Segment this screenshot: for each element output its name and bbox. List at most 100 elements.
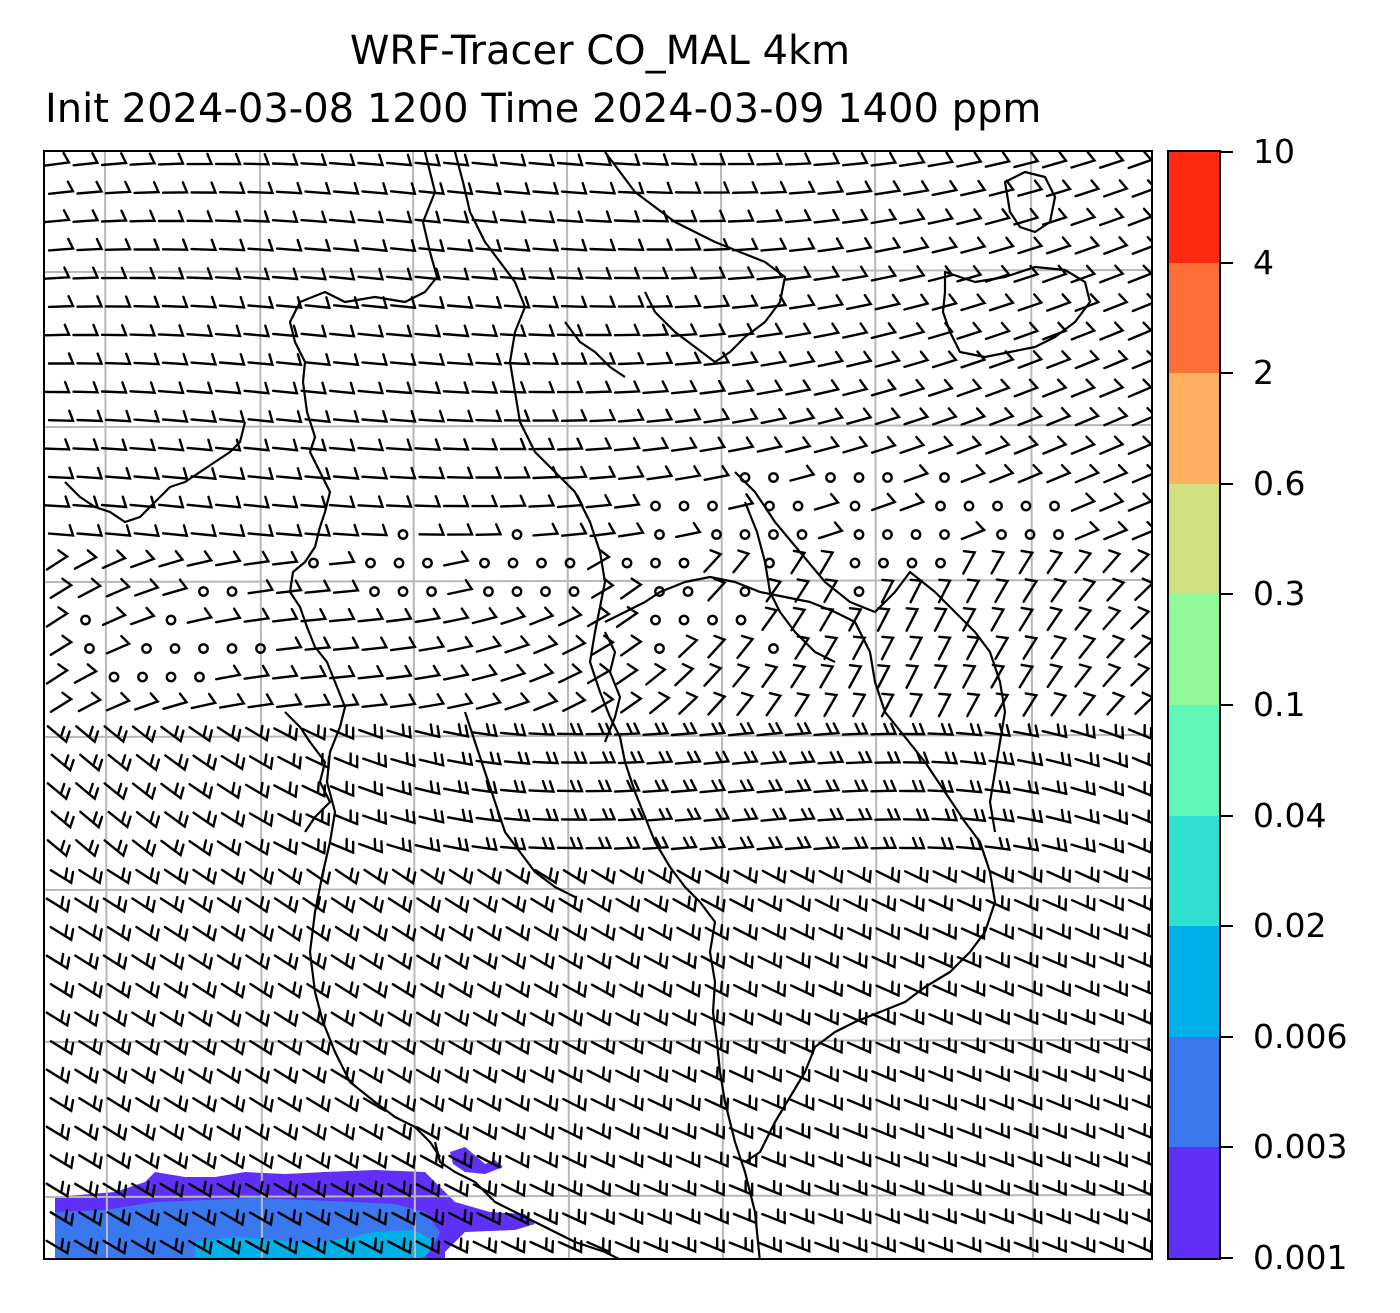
wind-barb [215,607,242,624]
wind-barb [617,750,645,765]
wind-barb [704,1037,730,1055]
wind-barb [159,896,185,914]
wind-barb [359,952,384,971]
colorbar-segment [1169,1146,1219,1258]
wind-barb [761,1208,786,1225]
wind-barb [1131,407,1151,427]
wind-barb [475,523,503,536]
wind-barb [843,895,868,913]
wind-barb [1127,837,1151,854]
wind-barb [619,1094,644,1112]
wind-barb [988,236,1016,255]
wind-barb [386,837,412,854]
wind-barb [49,1152,75,1170]
wind-barb [218,238,246,252]
wind-barb [188,896,213,914]
wind-barb [477,924,502,942]
wind-barb [960,521,987,541]
wind-barb [1127,264,1151,284]
wind-barb [532,182,560,195]
wind-barb [1017,464,1044,484]
wind-barb [328,495,356,509]
coastline-path [463,711,576,898]
lat-lon-gridlines [45,152,1151,1258]
wind-barb [358,837,384,854]
wind-barb [328,267,356,281]
wind-barb [444,1237,469,1255]
wind-barb [190,352,218,366]
calm-wind-marker [511,586,523,597]
colorbar-tick [1221,593,1233,596]
wind-barb [192,753,217,772]
wind-barb [1042,321,1068,341]
wind-barb [188,839,213,857]
wind-barb [220,981,246,999]
wind-barb [130,549,156,569]
wind-barb [472,1180,498,1198]
wind-barb [186,210,214,223]
wind-barb [501,1009,527,1027]
wind-barb [728,1179,754,1197]
wind-barb [1134,577,1151,601]
wind-barb [674,807,702,822]
wind-barb [76,466,104,480]
wind-barb [1127,1237,1151,1254]
wind-barb [75,725,100,744]
calm-wind-marker [678,614,690,626]
wind-barb [931,179,959,197]
wind-barb [332,353,360,367]
wind-barb [220,867,246,886]
wind-barb [1046,923,1071,941]
wind-barb [76,409,104,423]
wind-barb [49,1209,75,1227]
wind-barb [74,1180,99,1199]
colorbar-segment [1169,151,1219,263]
wind-barb [727,836,755,851]
wind-barb [1046,464,1072,484]
wind-barb [1074,980,1100,997]
wind-barb [871,952,897,969]
wind-barb [1078,691,1097,717]
wind-barb [47,352,75,365]
wind-barb [785,1236,811,1254]
wind-barb [785,1009,811,1026]
wind-barb [818,1151,843,1168]
wind-barb [1099,723,1125,740]
wind-barb [133,409,161,423]
wind-barb [243,324,271,338]
wind-barb [503,182,531,195]
wind-barb [760,237,788,252]
wind-barb [871,895,897,913]
wind-barb [813,436,841,454]
calm-wind-marker [511,529,523,540]
wind-barbs [45,152,1151,1256]
wind-barb [503,466,531,479]
wind-barb [736,691,755,717]
wind-barb [106,1038,132,1056]
wind-barb [330,1180,356,1198]
wind-barb [271,495,299,509]
calm-wind-marker [422,557,433,569]
wind-barb [160,782,185,801]
wind-barb [756,152,784,166]
wind-barb [1106,691,1126,716]
wind-barb [962,607,977,632]
wind-barb [135,924,160,942]
wind-barb [47,409,75,423]
wind-barb [760,294,788,310]
wind-barb [1127,1123,1151,1139]
wind-barb [187,1237,213,1255]
wind-barb [1127,723,1151,740]
calm-wind-marker [853,586,865,597]
wind-barb [671,1236,697,1254]
wind-barb [1134,691,1151,715]
wind-barb [1131,1094,1151,1109]
wind-barb [530,895,555,914]
wind-barb [442,267,470,281]
wind-barb [904,866,929,884]
wind-barb [672,1066,697,1084]
wind-barb [164,810,189,829]
wind-barb [135,1038,160,1056]
wind-barb [100,324,128,337]
wind-barb [220,1209,246,1227]
